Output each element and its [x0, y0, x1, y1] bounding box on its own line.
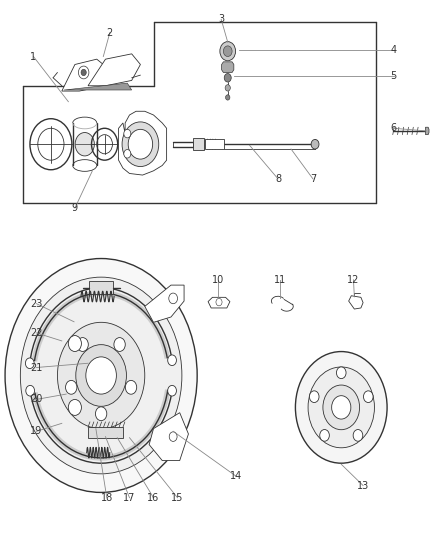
Circle shape — [169, 293, 177, 304]
Circle shape — [320, 430, 329, 441]
Circle shape — [168, 385, 177, 396]
Circle shape — [128, 130, 152, 159]
Text: 23: 23 — [30, 298, 42, 309]
Bar — [88, 427, 123, 438]
Circle shape — [124, 150, 131, 158]
Circle shape — [216, 298, 222, 306]
Text: 7: 7 — [310, 174, 316, 184]
Circle shape — [353, 430, 363, 441]
Circle shape — [77, 337, 88, 351]
Polygon shape — [208, 297, 230, 308]
Bar — [89, 281, 113, 294]
Circle shape — [226, 95, 230, 100]
Polygon shape — [145, 285, 184, 322]
Circle shape — [81, 69, 86, 76]
Text: 8: 8 — [275, 174, 281, 184]
Circle shape — [86, 357, 117, 394]
Circle shape — [168, 355, 177, 366]
Text: 4: 4 — [391, 45, 397, 55]
Text: 5: 5 — [391, 71, 397, 81]
Text: 15: 15 — [171, 492, 184, 503]
Circle shape — [57, 322, 145, 429]
Text: 16: 16 — [147, 492, 159, 503]
Text: 6: 6 — [391, 123, 397, 133]
Circle shape — [295, 352, 387, 463]
Circle shape — [169, 432, 177, 441]
Circle shape — [20, 277, 182, 474]
Circle shape — [66, 381, 77, 394]
Circle shape — [225, 85, 230, 91]
Circle shape — [124, 130, 131, 138]
Polygon shape — [62, 59, 110, 91]
Text: 20: 20 — [30, 394, 42, 405]
Text: 3: 3 — [218, 14, 224, 25]
Text: 9: 9 — [72, 203, 78, 213]
Circle shape — [224, 74, 231, 82]
Polygon shape — [149, 413, 188, 461]
Polygon shape — [222, 62, 234, 72]
Circle shape — [336, 367, 346, 378]
Text: 1: 1 — [30, 52, 36, 61]
Polygon shape — [88, 54, 141, 86]
Circle shape — [114, 337, 125, 351]
Text: 2: 2 — [107, 28, 113, 38]
FancyBboxPatch shape — [193, 139, 204, 150]
Text: 18: 18 — [101, 492, 113, 503]
Circle shape — [311, 140, 319, 149]
Circle shape — [26, 385, 35, 396]
Circle shape — [122, 122, 159, 166]
Circle shape — [25, 358, 34, 369]
Text: 13: 13 — [357, 481, 369, 490]
Circle shape — [5, 259, 197, 492]
FancyBboxPatch shape — [205, 140, 224, 149]
Circle shape — [364, 391, 373, 402]
Text: 21: 21 — [30, 362, 42, 373]
Circle shape — [125, 381, 137, 394]
Text: 22: 22 — [30, 328, 43, 338]
Text: 14: 14 — [230, 472, 243, 481]
Text: 19: 19 — [30, 426, 42, 437]
Text: 17: 17 — [124, 492, 136, 503]
Circle shape — [78, 66, 89, 79]
Circle shape — [332, 395, 351, 419]
Polygon shape — [349, 296, 363, 309]
Text: 12: 12 — [347, 275, 360, 285]
Circle shape — [323, 385, 360, 430]
Circle shape — [223, 46, 232, 56]
Polygon shape — [64, 83, 132, 90]
Circle shape — [75, 133, 94, 156]
Circle shape — [220, 42, 236, 61]
Circle shape — [68, 399, 81, 415]
Circle shape — [308, 367, 374, 448]
Polygon shape — [119, 111, 166, 175]
Circle shape — [309, 391, 319, 402]
Circle shape — [76, 345, 127, 406]
Text: 10: 10 — [212, 275, 224, 285]
Text: 11: 11 — [274, 275, 286, 285]
Polygon shape — [426, 127, 429, 135]
Circle shape — [68, 336, 81, 351]
Circle shape — [95, 407, 107, 421]
